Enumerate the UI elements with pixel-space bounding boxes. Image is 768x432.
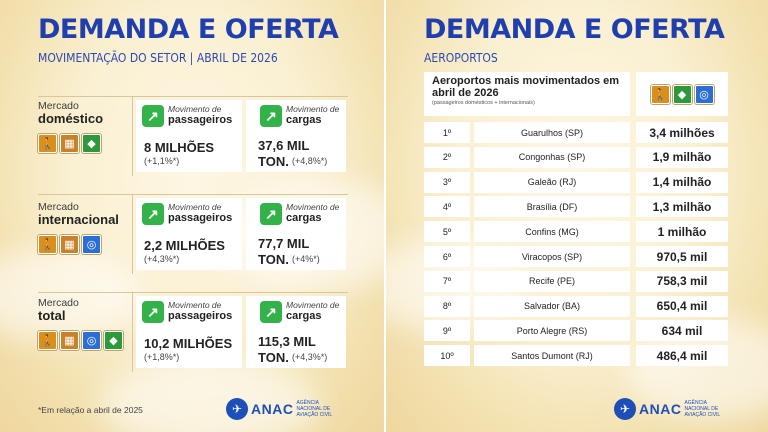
anac-logo: ✈ ANAC AGÊNCIA NACIONAL DE AVIAÇÃO CIVIL (614, 398, 732, 420)
cargo-box-icon: ▦ (60, 331, 79, 350)
footnote: *Em relação a abril de 2025 (38, 405, 143, 415)
airport-cell: Recife (PE) (474, 270, 630, 292)
arrow-up-right-icon: ↗ (260, 105, 282, 127)
rank-cell: 3º (424, 171, 470, 193)
value-cell: 3,4 milhões (636, 122, 728, 143)
value-cell: 1,4 milhão (636, 171, 728, 193)
page-subtitle: AEROPORTOS (424, 51, 498, 65)
cargas-pct: (+4,3%*) (292, 352, 328, 362)
passageiros-card: ↗ Movimento de passageiros 2,2 MILHÕES (… (136, 198, 242, 270)
passageiros-pct: (+1,8%*) (144, 352, 180, 362)
value-cell: 486,4 mil (636, 345, 728, 367)
cargas-pct: (+4,8%*) (292, 156, 328, 166)
table-row: 5º Confins (MG) 1 milhão (424, 221, 728, 243)
arrow-up-right-icon: ↗ (260, 203, 282, 225)
brazil-flag-icon: ◆ (104, 331, 123, 350)
rank-cell: 10º (424, 345, 470, 367)
cargas-card: ↗ Movimento de cargas 115,3 MIL TON. (+4… (246, 296, 346, 368)
mercado-label: Mercado (38, 100, 79, 112)
value-cell: 970,5 mil (636, 246, 728, 267)
person-with-luggage-icon: 🚶 (650, 84, 670, 104)
passageiros-card: ↗ Movimento de passageiros 8 MILHÕES (+1… (136, 100, 242, 172)
page-title: DEMANDA E OFERTA (38, 14, 339, 45)
table-row: 8º Salvador (BA) 650,4 mil (424, 295, 728, 317)
anac-logo: ✈ ANAC AGÊNCIA NACIONAL DE AVIAÇÃO CIVIL (226, 398, 344, 420)
brazil-flag-icon: ◆ (82, 134, 101, 153)
cargas-value: 115,3 MIL (258, 334, 316, 349)
passageiros-value: 8 MILHÕES (144, 140, 215, 155)
airport-cell: Congonhas (SP) (474, 146, 630, 168)
page-subtitle: MOVIMENTAÇÃO DO SETOR | ABRIL DE 2026 (38, 51, 278, 65)
value-cell: 650,4 mil (636, 295, 728, 317)
table-row: 10º Santos Dumont (RJ) 486,4 mil (424, 345, 728, 367)
table-row: 3º Galeão (RJ) 1,4 milhão (424, 171, 728, 193)
passageiros-value: 2,2 MILHÕES (144, 238, 225, 253)
rank-cell: 8º (424, 295, 470, 317)
cargas-value: 77,7 MIL (258, 236, 310, 251)
airplane-logo-icon: ✈ (614, 398, 636, 420)
cargas-card: ↗ Movimento de cargas 77,7 MIL TON. (+4%… (246, 198, 346, 270)
airplane-logo-icon: ✈ (226, 398, 248, 420)
person-with-luggage-icon: 🚶 (38, 134, 57, 153)
value-cell: 634 mil (636, 320, 728, 342)
airport-cell: Porto Alegre (RS) (474, 320, 630, 342)
value-cell: 758,3 mil (636, 270, 728, 292)
airport-cell: Salvador (BA) (474, 295, 630, 317)
airport-cell: Santos Dumont (RJ) (474, 345, 630, 367)
table-row: 4º Brasília (DF) 1,3 milhão (424, 196, 728, 218)
airport-cell: Confins (MG) (474, 221, 630, 243)
arrow-up-right-icon: ↗ (260, 301, 282, 323)
arrow-up-right-icon: ↗ (142, 203, 164, 225)
arrow-up-right-icon: ↗ (142, 105, 164, 127)
table-row: 2º Congonhas (SP) 1,9 milhão (424, 146, 728, 168)
table-icons: 🚶 ◆ ◎ (636, 72, 728, 116)
globe-icon: ◎ (82, 235, 101, 254)
table-note: (passageiros domésticos + internacionais… (432, 100, 535, 106)
passageiros-value: 10,2 MILHÕES (144, 336, 233, 351)
block-internacional: Mercado internacional 🚶 ▦ ◎ (38, 201, 348, 254)
passageiros-card: ↗ Movimento de passageiros 10,2 MILHÕES … (136, 296, 242, 368)
mercado-tipo: doméstico (38, 111, 104, 126)
rank-cell: 9º (424, 320, 470, 342)
block-total: Mercado total 🚶 ▦ ◎ ◆ (38, 297, 348, 350)
person-with-luggage-icon: 🚶 (38, 235, 57, 254)
person-with-luggage-icon: 🚶 (38, 331, 57, 350)
airport-cell: Brasília (DF) (474, 196, 630, 218)
value-cell: 1,3 milhão (636, 196, 728, 218)
value-cell: 1 milhão (636, 221, 728, 243)
page-title: DEMANDA E OFERTA (424, 14, 725, 45)
cargo-box-icon: ▦ (60, 134, 79, 153)
table-row: 6º Viracopos (SP) 970,5 mil (424, 246, 728, 267)
globe-icon: ◎ (82, 331, 101, 350)
passageiros-pct: (+4,3%*) (144, 254, 180, 264)
airport-cell: Guarulhos (SP) (474, 122, 630, 143)
cargas-value: 37,6 MIL (258, 138, 310, 153)
brazil-flag-icon: ◆ (672, 84, 692, 104)
cargas-card: ↗ Movimento de cargas 37,6 MIL TON. (+4,… (246, 100, 346, 172)
rank-cell: 7º (424, 270, 470, 292)
rank-cell: 5º (424, 221, 470, 243)
block-domestico: Mercado doméstico 🚶 ▦ ◆ (38, 100, 348, 153)
left-panel: DEMANDA E OFERTA MOVIMENTAÇÃO DO SETOR |… (0, 0, 384, 432)
passageiros-pct: (+1,1%*) (144, 156, 180, 166)
table-title: Aeroportos mais movimentados em abril de… (432, 75, 620, 99)
table-header: Aeroportos mais movimentados em abril de… (424, 72, 630, 116)
cargo-box-icon: ▦ (60, 235, 79, 254)
airport-cell: Viracopos (SP) (474, 246, 630, 267)
mercado-tipo: internacional (38, 212, 119, 227)
cargas-pct: (+4%*) (292, 254, 320, 264)
rank-cell: 6º (424, 246, 470, 267)
value-cell: 1,9 milhão (636, 146, 728, 168)
arrow-up-right-icon: ↗ (142, 301, 164, 323)
globe-icon: ◎ (694, 84, 714, 104)
table-row: 1º Guarulhos (SP) 3,4 milhões (424, 122, 728, 143)
rank-cell: 2º (424, 146, 470, 168)
airport-cell: Galeão (RJ) (474, 171, 630, 193)
table-row: 9º Porto Alegre (RS) 634 mil (424, 320, 728, 342)
table-row: 7º Recife (PE) 758,3 mil (424, 270, 728, 292)
rank-cell: 4º (424, 196, 470, 218)
mercado-tipo: total (38, 308, 66, 323)
rank-cell: 1º (424, 122, 470, 143)
